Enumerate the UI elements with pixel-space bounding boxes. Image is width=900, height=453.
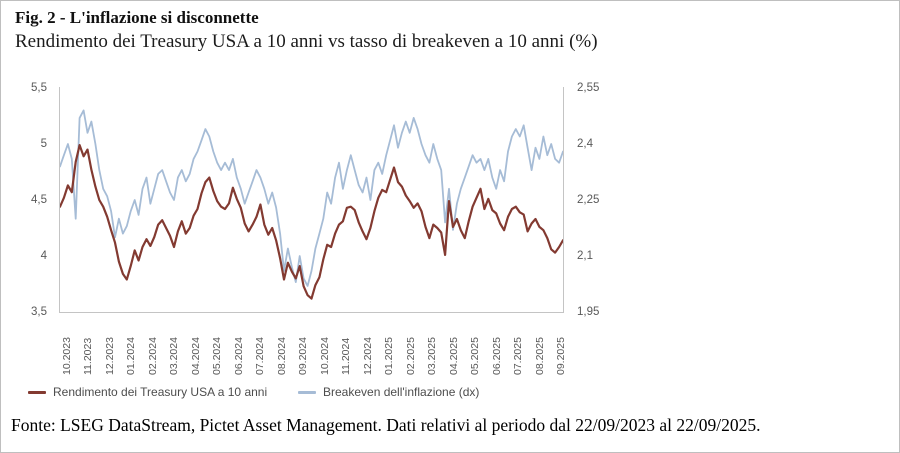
left-axis-tick: 5,5 xyxy=(31,82,47,94)
left-axis-tick: 4 xyxy=(40,250,47,262)
x-axis-label: 07.2024 xyxy=(254,337,266,375)
x-axis-label: 04.2024 xyxy=(189,337,202,375)
figure-subtitle: Rendimento dei Treasury USA a 10 anni vs… xyxy=(15,31,598,52)
right-axis-tick: 2,4 xyxy=(577,138,593,150)
x-axis-label: 05.2024 xyxy=(211,337,223,375)
breakeven-line xyxy=(60,109,563,287)
x-axis-label: 05.2025 xyxy=(469,337,481,375)
right-axis-tick: 2,25 xyxy=(577,194,600,206)
x-axis-label: 03.2025 xyxy=(426,337,438,375)
x-axis-label: 12.2024 xyxy=(361,337,374,375)
x-axis-label: 04.2025 xyxy=(447,337,460,375)
x-axis-label: 09.2024 xyxy=(297,337,309,375)
legend-item-breakeven: Breakeven dell'inflazione (dx) xyxy=(298,384,479,400)
right-axis-tick: 1,95 xyxy=(577,306,600,318)
legend-label-treasury: Rendimento dei Treasury USA a 10 anni xyxy=(53,385,268,399)
x-axis-label: 01.2025 xyxy=(383,337,395,375)
x-axis-label: 11.2024 xyxy=(340,337,352,375)
x-axis-label: 10.2023 xyxy=(60,337,73,375)
legend-item-treasury: Rendimento dei Treasury USA a 10 anni xyxy=(28,384,267,400)
chart-canvas xyxy=(60,109,563,300)
figure-title: Fig. 2 - L'inflazione si disconnette xyxy=(15,8,259,27)
x-axis-label: 08.2024 xyxy=(275,337,288,375)
x-axis-label: 06.2025 xyxy=(490,337,503,375)
x-axis-label: 09.2025 xyxy=(555,337,567,375)
treasury-line-swatch xyxy=(28,390,46,394)
source-note: Fonte: LSEG DataStream, Pictet Asset Man… xyxy=(11,415,761,435)
x-axis-label: 08.2025 xyxy=(533,337,546,375)
treasury-yield-line xyxy=(60,143,563,300)
x-axis-label: 12.2023 xyxy=(103,337,116,375)
breakeven-line-swatch xyxy=(298,390,316,394)
x-axis-label: 06.2024 xyxy=(232,337,245,375)
right-axis-tick: 2,55 xyxy=(577,82,600,94)
x-axis-label: 07.2025 xyxy=(512,337,524,375)
plot-area xyxy=(59,87,564,313)
x-axis-label: 01.2024 xyxy=(125,337,137,375)
x-axis-label: 03.2024 xyxy=(168,337,180,375)
left-axis-tick: 5 xyxy=(40,138,47,150)
x-axis-label: 11.2023 xyxy=(82,337,94,375)
x-axis-label: 10.2024 xyxy=(318,337,331,375)
x-axis-label: 02.2024 xyxy=(146,337,159,375)
left-axis-tick: 4,5 xyxy=(31,194,47,206)
right-axis-tick: 2,1 xyxy=(577,250,593,262)
left-axis-tick: 3,5 xyxy=(31,306,47,318)
x-axis-label: 02.2025 xyxy=(404,337,417,375)
legend-label-breakeven: Breakeven dell'inflazione (dx) xyxy=(323,385,480,399)
